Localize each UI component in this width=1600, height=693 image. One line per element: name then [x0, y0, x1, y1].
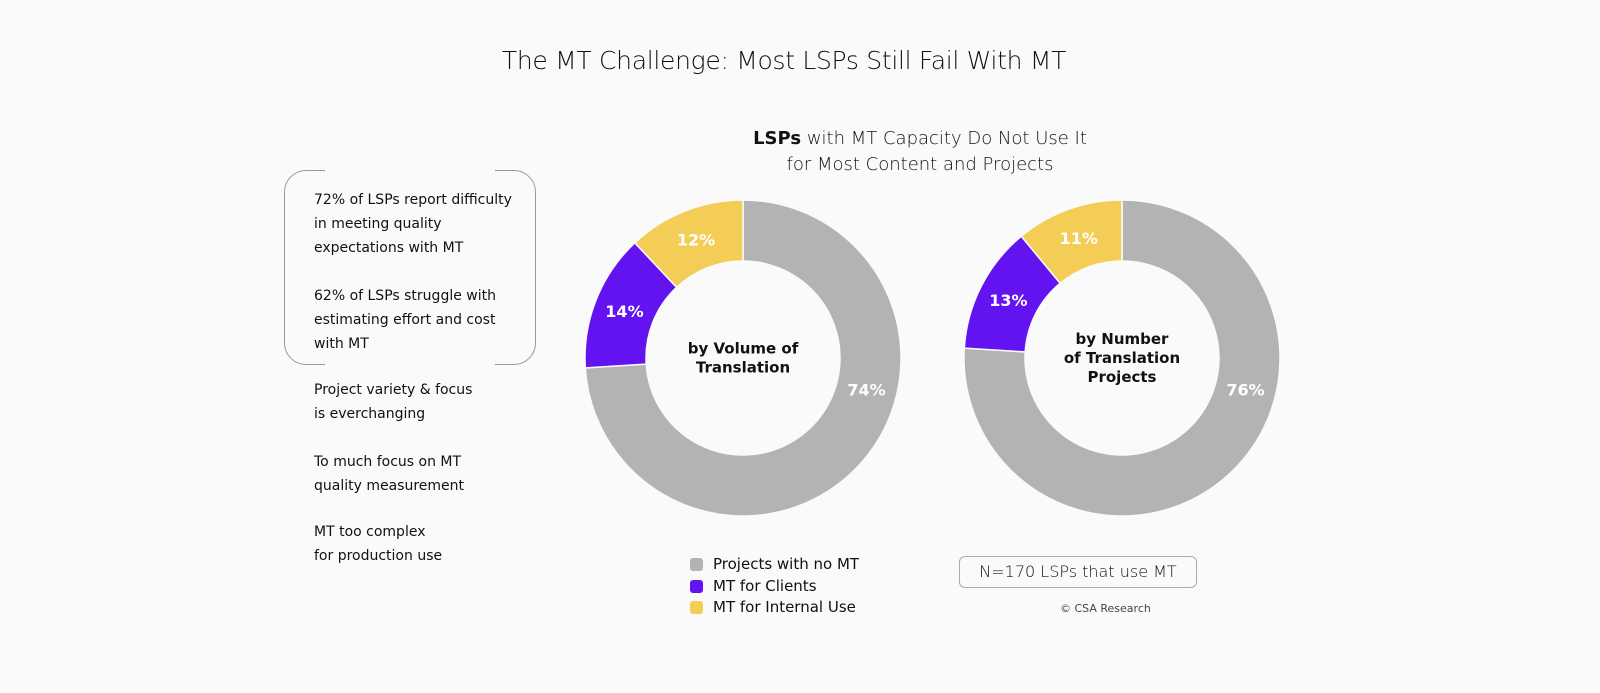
legend-item: MT for Clients	[690, 576, 859, 598]
chart-subtitle: LSPs with MT Capacity Do Not Use It for …	[700, 126, 1140, 178]
note-line: To much focus on MT	[314, 454, 462, 470]
slice-label: 11%	[1060, 229, 1098, 248]
note-line: estimating effort and cost	[314, 312, 496, 328]
note-line: for production use	[314, 548, 443, 564]
legend-swatch	[690, 579, 703, 593]
subtitle-rest: with MT Capacity Do Not Use It	[801, 128, 1087, 149]
legend-item: MT for Internal Use	[690, 597, 859, 619]
subtitle-line2: for Most Content and Projects	[786, 154, 1054, 175]
note-item: 72% of LSPs report difficulty in meeting …	[314, 188, 524, 260]
legend-label: MT for Internal Use	[713, 598, 856, 616]
donut-center-label: of Translation	[1064, 349, 1180, 367]
slice-label: 74%	[847, 381, 885, 400]
legend-item: Projects with no MT	[690, 554, 859, 576]
donut-slice	[633, 199, 744, 289]
highlight-box	[284, 169, 536, 366]
note-line: MT too complex	[314, 524, 426, 540]
legend-swatch	[690, 601, 703, 615]
donut-slice	[1020, 199, 1123, 285]
donut-slice	[584, 199, 902, 517]
slice-label: 13%	[989, 291, 1027, 310]
legend-swatch	[690, 558, 703, 572]
donut-center-label: by Volume of	[688, 340, 799, 358]
legend-label: Projects with no MT	[713, 555, 860, 573]
note-item: MT too complex for production use	[314, 520, 524, 568]
note-line: 62% of LSPs struggle with	[314, 288, 496, 304]
slice-label: 12%	[677, 230, 715, 249]
donut-center-label: Translation	[696, 359, 790, 377]
donut-center-label: Projects	[1087, 368, 1156, 386]
sample-size-note: N=170 LSPs that use MT	[959, 556, 1197, 588]
chart-title: The MT Challenge: Most LSPs Still Fail W…	[501, 46, 1067, 75]
slice-label: 76%	[1226, 381, 1264, 400]
note-line: Project variety & focus	[314, 382, 473, 398]
donut-center-label: by Number	[1076, 330, 1170, 348]
subtitle-bold: LSPs	[753, 128, 802, 149]
legend-label: MT for Clients	[713, 576, 817, 595]
note-item: 62% of LSPs struggle with estimating effo…	[314, 284, 524, 356]
note-line: is everchanging	[314, 406, 426, 422]
note-line: in meeting quality	[314, 216, 442, 232]
copyright: © CSA Research	[1060, 602, 1151, 615]
note-line: 72% of LSPs report difficulty	[314, 192, 512, 208]
note-item: Project variety & focus is everchanging	[314, 378, 524, 426]
slice-label: 14%	[605, 302, 643, 321]
note-item: To much focus on MT quality measurement	[314, 450, 524, 498]
note-line: expectations with MT	[314, 240, 464, 256]
note-line: quality measurement	[314, 478, 465, 494]
donut-slice	[963, 199, 1281, 517]
legend: Projects with no MT MT for Clients MT fo…	[690, 554, 859, 619]
note-line: with MT	[314, 336, 369, 352]
